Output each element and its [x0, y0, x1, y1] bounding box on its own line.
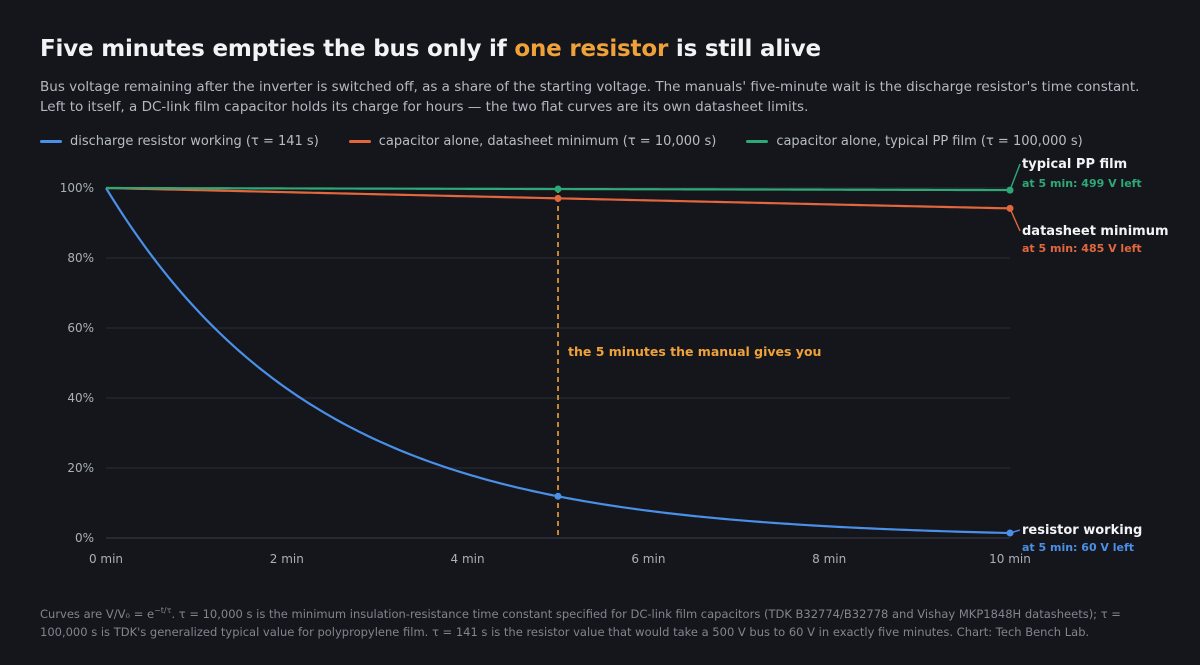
- y-tick-label: 0%: [75, 531, 94, 545]
- x-tick-label: 2 min: [270, 552, 304, 566]
- legend-swatch-resistor: [40, 140, 62, 143]
- legend-label-typical: capacitor alone, typical PP film (τ = 10…: [776, 134, 1083, 149]
- footnote-formula: Curves are V/V₀ = e: [40, 607, 155, 621]
- y-tick-label: 80%: [67, 251, 94, 265]
- end-sublabel-typical: at 5 min: 499 V left: [1022, 177, 1142, 190]
- leader-line-resistor: [1009, 529, 1021, 534]
- legend-swatch-typical: [746, 140, 769, 143]
- x-tick-label: 4 min: [451, 552, 485, 566]
- footnote-text: . τ = 10,000 s is the minimum insulation…: [40, 607, 1121, 639]
- end-sublabel-datasheet: at 5 min: 485 V left: [1022, 242, 1142, 255]
- title-part-2: is still alive: [668, 36, 821, 62]
- y-tick-label: 40%: [67, 391, 94, 405]
- line-chart: 0% 20% 40% 60% 80% 100% 0 min 2 min 4 min 6 min 8 …: [60, 157, 1169, 566]
- point-5min-resistor: [554, 492, 562, 500]
- legend-item-typical: capacitor alone, typical PP film (τ = 10…: [746, 134, 1083, 149]
- legend: discharge resistor working (τ = 141 s) c…: [40, 134, 1083, 149]
- end-sublabel-resistor: at 5 min: 60 V left: [1022, 541, 1134, 554]
- end-label-typical: typical PP film: [1022, 157, 1127, 172]
- point-5min-datasheet: [554, 194, 562, 202]
- x-tick-label: 6 min: [631, 552, 665, 566]
- five-minute-marker-label: the 5 minutes the manual gives you: [568, 344, 821, 359]
- title-part-1: Five minutes empties the bus only if: [40, 36, 515, 62]
- x-tick-label: 10 min: [989, 552, 1031, 566]
- leader-line-datasheet: [1009, 208, 1021, 232]
- y-tick-label: 100%: [60, 181, 94, 195]
- legend-item-datasheet: capacitor alone, datasheet minimum (τ = …: [348, 134, 717, 149]
- footnote: Curves are V/V₀ = e−t/τ. τ = 10,000 s is…: [40, 605, 1170, 641]
- chart-subtitle: Bus voltage remaining after the inverter…: [40, 79, 1140, 115]
- end-label-resistor: resistor working: [1022, 523, 1142, 538]
- x-tick-label: 8 min: [812, 552, 846, 566]
- point-end-typical: [1006, 186, 1014, 194]
- title-highlight: one resistor: [514, 36, 669, 62]
- legend-label-datasheet: capacitor alone, datasheet minimum (τ = …: [378, 134, 717, 149]
- legend-item-resistor: discharge resistor working (τ = 141 s): [40, 134, 319, 149]
- x-tick-label: 0 min: [89, 552, 123, 566]
- y-tick-label: 20%: [67, 461, 94, 475]
- point-5min-typical: [554, 185, 562, 193]
- legend-swatch-datasheet: [348, 140, 371, 143]
- legend-label-resistor: discharge resistor working (τ = 141 s): [70, 134, 319, 149]
- chart-title: Five minutes empties the bus only if one…: [40, 36, 821, 62]
- end-label-datasheet: datasheet minimum: [1022, 224, 1169, 239]
- y-tick-label: 60%: [67, 321, 94, 335]
- leader-line-typical: [1009, 163, 1021, 191]
- footnote-exponent: −t/τ: [154, 606, 172, 616]
